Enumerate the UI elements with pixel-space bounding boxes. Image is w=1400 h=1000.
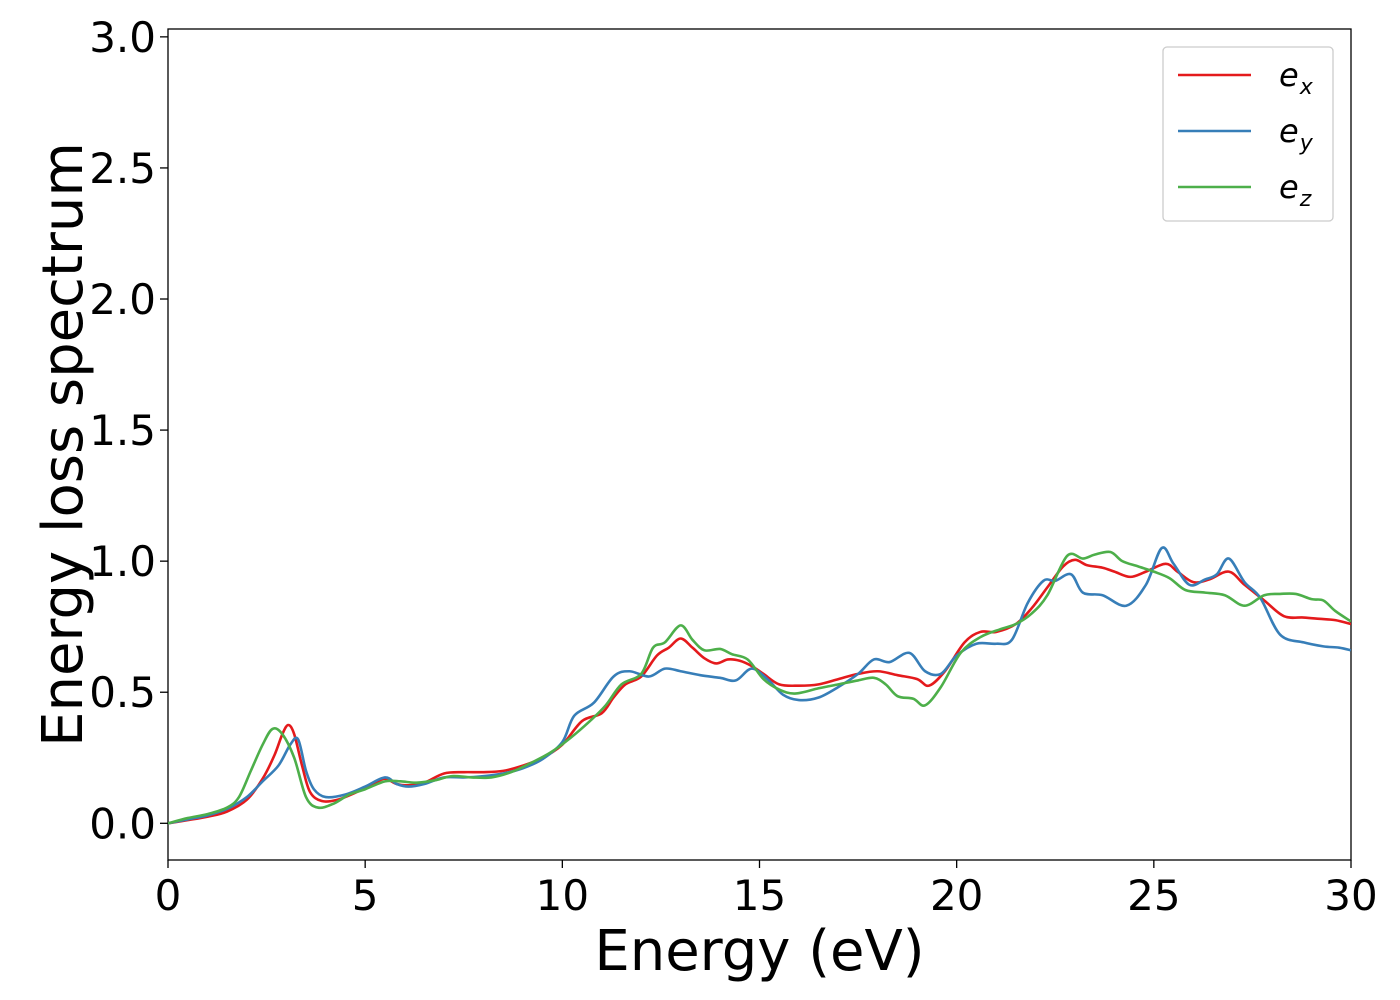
x-tick-label: 20	[930, 871, 983, 920]
y-tick-label: 0.0	[89, 799, 156, 848]
y-axis-ticks: 0.0 0.5 1.0 1.5 2.0 2.5 3.0	[89, 13, 168, 848]
y-tick-label: 2.5	[89, 144, 156, 193]
y-tick-label: 1.0	[89, 537, 156, 586]
x-tick-label: 0	[155, 871, 182, 920]
y-tick-label: 2.0	[89, 275, 156, 324]
x-axis-label: Energy (eV)	[594, 919, 924, 984]
legend-box	[1162, 46, 1334, 222]
x-axis-ticks: 0 5 10 15 20 25 30	[155, 860, 1378, 920]
series-line-e-z	[168, 550, 1351, 825]
x-tick-label: 10	[536, 871, 589, 920]
y-tick-label: 1.5	[89, 406, 156, 455]
x-tick-label: 30	[1324, 871, 1377, 920]
series-line-e-y	[168, 546, 1351, 825]
series-line-e-x	[168, 558, 1351, 825]
series-layer	[168, 546, 1351, 825]
plot-area	[167, 28, 1352, 861]
x-tick-label: 5	[352, 871, 379, 920]
y-tick-label: 3.0	[89, 13, 156, 62]
x-tick-label: 15	[733, 871, 786, 920]
x-tick-label: 25	[1127, 871, 1180, 920]
y-tick-label: 0.5	[89, 668, 156, 717]
y-axis-label: Energy loss spectrum	[31, 142, 96, 747]
